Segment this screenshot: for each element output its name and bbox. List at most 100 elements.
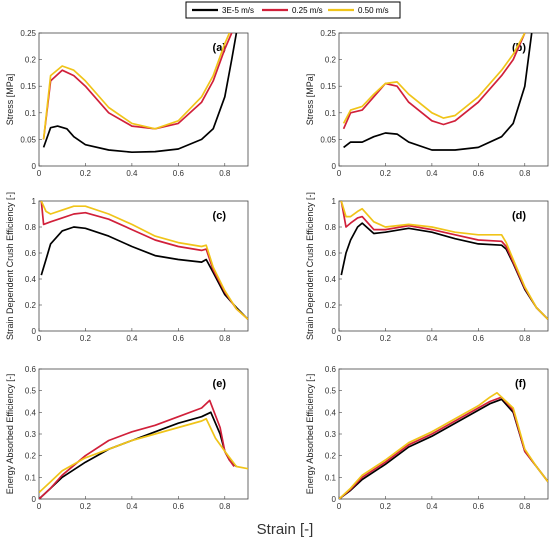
series-line-2: [340, 201, 548, 320]
y-axis-label: Strain Dependent Crush Efficiency [-]: [5, 192, 15, 340]
panel-0: 0 0.2 0.4 0.6 0.8 0 0.05 0.1 0.15 0.2 0.25 Stress […: [5, 29, 249, 178]
x-tick-label: 0.2: [80, 502, 92, 511]
x-tick-label: 0.6: [173, 169, 185, 178]
y-tick-label: 0.1: [325, 473, 337, 482]
series-line-2: [42, 33, 231, 140]
y-tick-label: 0.3: [325, 430, 337, 439]
y-tick-label: 0.1: [25, 109, 37, 118]
y-tick-label: 0.25: [320, 29, 336, 38]
x-tick-label: 0.2: [80, 169, 92, 178]
x-tick-label: 0.4: [426, 502, 438, 511]
x-tick-label: 0.8: [519, 169, 531, 178]
series-line-2: [39, 417, 248, 494]
series-group: [40, 201, 248, 320]
x-tick-label: 0: [37, 169, 42, 178]
y-tick-label: 0.1: [25, 473, 37, 482]
legend-label-1: 0.25 m/s: [292, 6, 323, 15]
x-tick-label: 0.8: [219, 502, 231, 511]
x-tick-label: 0.8: [219, 169, 231, 178]
x-tick-label: 0.2: [380, 169, 392, 178]
series-line-1: [342, 33, 526, 130]
y-tick-label: 0.3: [25, 430, 37, 439]
x-tick-label: 0: [337, 502, 342, 511]
y-tick-label: 0.2: [25, 56, 37, 65]
y-tick-label: 1: [32, 197, 37, 206]
y-axis-label: Energy Absorbed Efficiency [-]: [5, 374, 15, 494]
y-tick-label: 0: [32, 327, 37, 336]
x-tick-label: 0.4: [126, 502, 138, 511]
panel-1: 0 0.2 0.4 0.6 0.8 0 0.05 0.1 0.15 0.2 0.25 Stress […: [305, 29, 549, 178]
y-tick-label: 0.4: [325, 408, 337, 417]
panel-5: 0 0.2 0.4 0.6 0.8 0 0.1 0.2 0.3 0.4 0.5 0.6 Energy A…: [305, 365, 549, 511]
x-tick-label: 0.6: [173, 502, 185, 511]
y-tick-label: 0.6: [25, 249, 37, 258]
y-tick-label: 0.1: [325, 109, 337, 118]
series-line-0: [42, 33, 238, 154]
x-tick-label: 0.4: [126, 334, 138, 343]
y-tick-label: 0.2: [325, 452, 337, 461]
series-group: [39, 399, 248, 499]
x-tick-label: 0.4: [426, 169, 438, 178]
series-line-2: [40, 201, 248, 320]
y-tick-label: 0.4: [25, 275, 37, 284]
y-tick-label: 1: [332, 197, 337, 206]
legend-label-2: 0.50 m/s: [358, 6, 389, 15]
plot-area: [38, 32, 249, 167]
x-tick-label: 0: [37, 334, 42, 343]
panel-label: (f): [515, 378, 526, 390]
y-tick-label: 0.25: [20, 29, 36, 38]
series-group: [42, 33, 238, 154]
x-tick-label: 0.6: [473, 169, 485, 178]
y-tick-label: 0: [32, 162, 37, 171]
y-tick-label: 0: [332, 327, 337, 336]
panel-3: 0 0.2 0.4 0.6 0.8 0 0.2 0.4 0.6 0.8 1 Strain Depend…: [305, 192, 549, 343]
x-tick-label: 0: [337, 169, 342, 178]
panel-label: (e): [213, 378, 227, 390]
panel-2: 0 0.2 0.4 0.6 0.8 0 0.2 0.4 0.6 0.8 1 Strain Depend…: [5, 192, 249, 343]
series-group: [339, 391, 548, 499]
x-tick-label: 0: [337, 334, 342, 343]
x-tick-label: 0.2: [380, 502, 392, 511]
y-tick-label: 0.8: [325, 223, 337, 232]
x-tick-label: 0.6: [473, 502, 485, 511]
y-tick-label: 0.5: [325, 387, 337, 396]
x-tick-label: 0.2: [380, 334, 392, 343]
series-line-1: [40, 201, 248, 320]
y-tick-label: 0: [332, 495, 337, 504]
y-tick-label: 0.15: [20, 82, 36, 91]
x-tick-label: 0.4: [126, 169, 138, 178]
legend-label-0: 3E-5 m/s: [222, 6, 254, 15]
legend: 3E-5 m/s 0.25 m/s 0.50 m/s: [185, 1, 401, 19]
y-tick-label: 0.2: [25, 301, 37, 310]
y-axis-label: Energy Absorbed Efficiency [-]: [305, 374, 315, 494]
y-tick-label: 0.05: [20, 135, 36, 144]
series-group: [340, 201, 548, 320]
series-line-1: [42, 33, 233, 140]
y-tick-label: 0.6: [325, 365, 337, 374]
y-tick-label: 0.8: [25, 223, 37, 232]
y-tick-label: 0.15: [320, 82, 336, 91]
y-tick-label: 0.5: [25, 387, 37, 396]
x-tick-label: 0.4: [426, 334, 438, 343]
y-tick-label: 0.6: [25, 365, 37, 374]
y-axis-label: Stress [MPa]: [305, 74, 315, 126]
x-tick-label: 0.8: [519, 502, 531, 511]
legend-box: [185, 1, 401, 19]
x-axis-label: Strain [-]: [257, 521, 314, 538]
y-tick-label: 0.2: [25, 452, 37, 461]
series-line-1: [39, 399, 235, 499]
series-line-2: [342, 33, 526, 124]
x-tick-label: 0.6: [473, 334, 485, 343]
series-line-2: [339, 391, 548, 499]
x-tick-label: 0.6: [173, 334, 185, 343]
y-axis-label: Stress [MPa]: [5, 74, 15, 126]
y-tick-label: 0.2: [325, 301, 337, 310]
x-tick-label: 0.8: [219, 334, 231, 343]
panel-label: (d): [512, 210, 526, 222]
series-group: [342, 33, 533, 151]
y-axis-label: Strain Dependent Crush Efficiency [-]: [305, 192, 315, 340]
panel-label: (c): [213, 210, 227, 222]
y-tick-label: 0.6: [325, 249, 337, 258]
panel-4: 0 0.2 0.4 0.6 0.8 0 0.1 0.2 0.3 0.4 0.5 0.6 Energy A…: [5, 365, 249, 511]
